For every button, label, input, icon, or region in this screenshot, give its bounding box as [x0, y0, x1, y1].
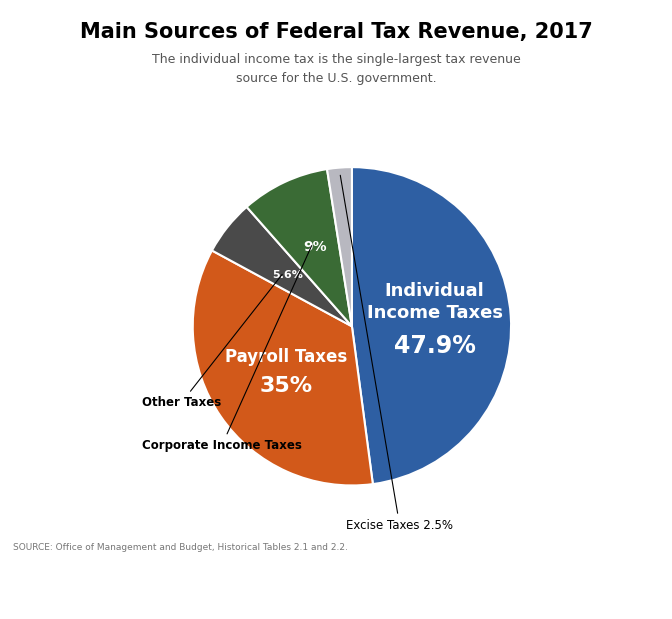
Text: SOURCE: Office of Management and Budget, Historical Tables 2.1 and 2.2.: SOURCE: Office of Management and Budget,… [13, 543, 348, 552]
Text: Main Sources of Federal Tax Revenue, 2017: Main Sources of Federal Tax Revenue, 201… [79, 22, 593, 41]
Wedge shape [212, 207, 352, 326]
Text: 47.9%: 47.9% [394, 334, 476, 358]
Text: 9%: 9% [303, 240, 327, 254]
Text: Other Taxes: Other Taxes [142, 274, 282, 409]
Wedge shape [352, 167, 511, 484]
Text: Payroll Taxes: Payroll Taxes [225, 348, 347, 366]
Text: 35%: 35% [260, 376, 313, 396]
Text: Excise Taxes 2.5%: Excise Taxes 2.5% [340, 175, 453, 532]
Text: FEDERAL RESERVE BANK of ST. LOUIS: FEDERAL RESERVE BANK of ST. LOUIS [20, 593, 269, 606]
Wedge shape [247, 169, 352, 326]
Text: The individual income tax is the single-largest tax revenue
source for the U.S. : The individual income tax is the single-… [152, 53, 520, 85]
Text: Corporate Income Taxes: Corporate Income Taxes [142, 246, 312, 452]
Text: Individual
Income Taxes: Individual Income Taxes [366, 282, 503, 322]
Wedge shape [193, 251, 373, 485]
Wedge shape [327, 167, 352, 326]
Text: 5.6%: 5.6% [271, 270, 302, 280]
